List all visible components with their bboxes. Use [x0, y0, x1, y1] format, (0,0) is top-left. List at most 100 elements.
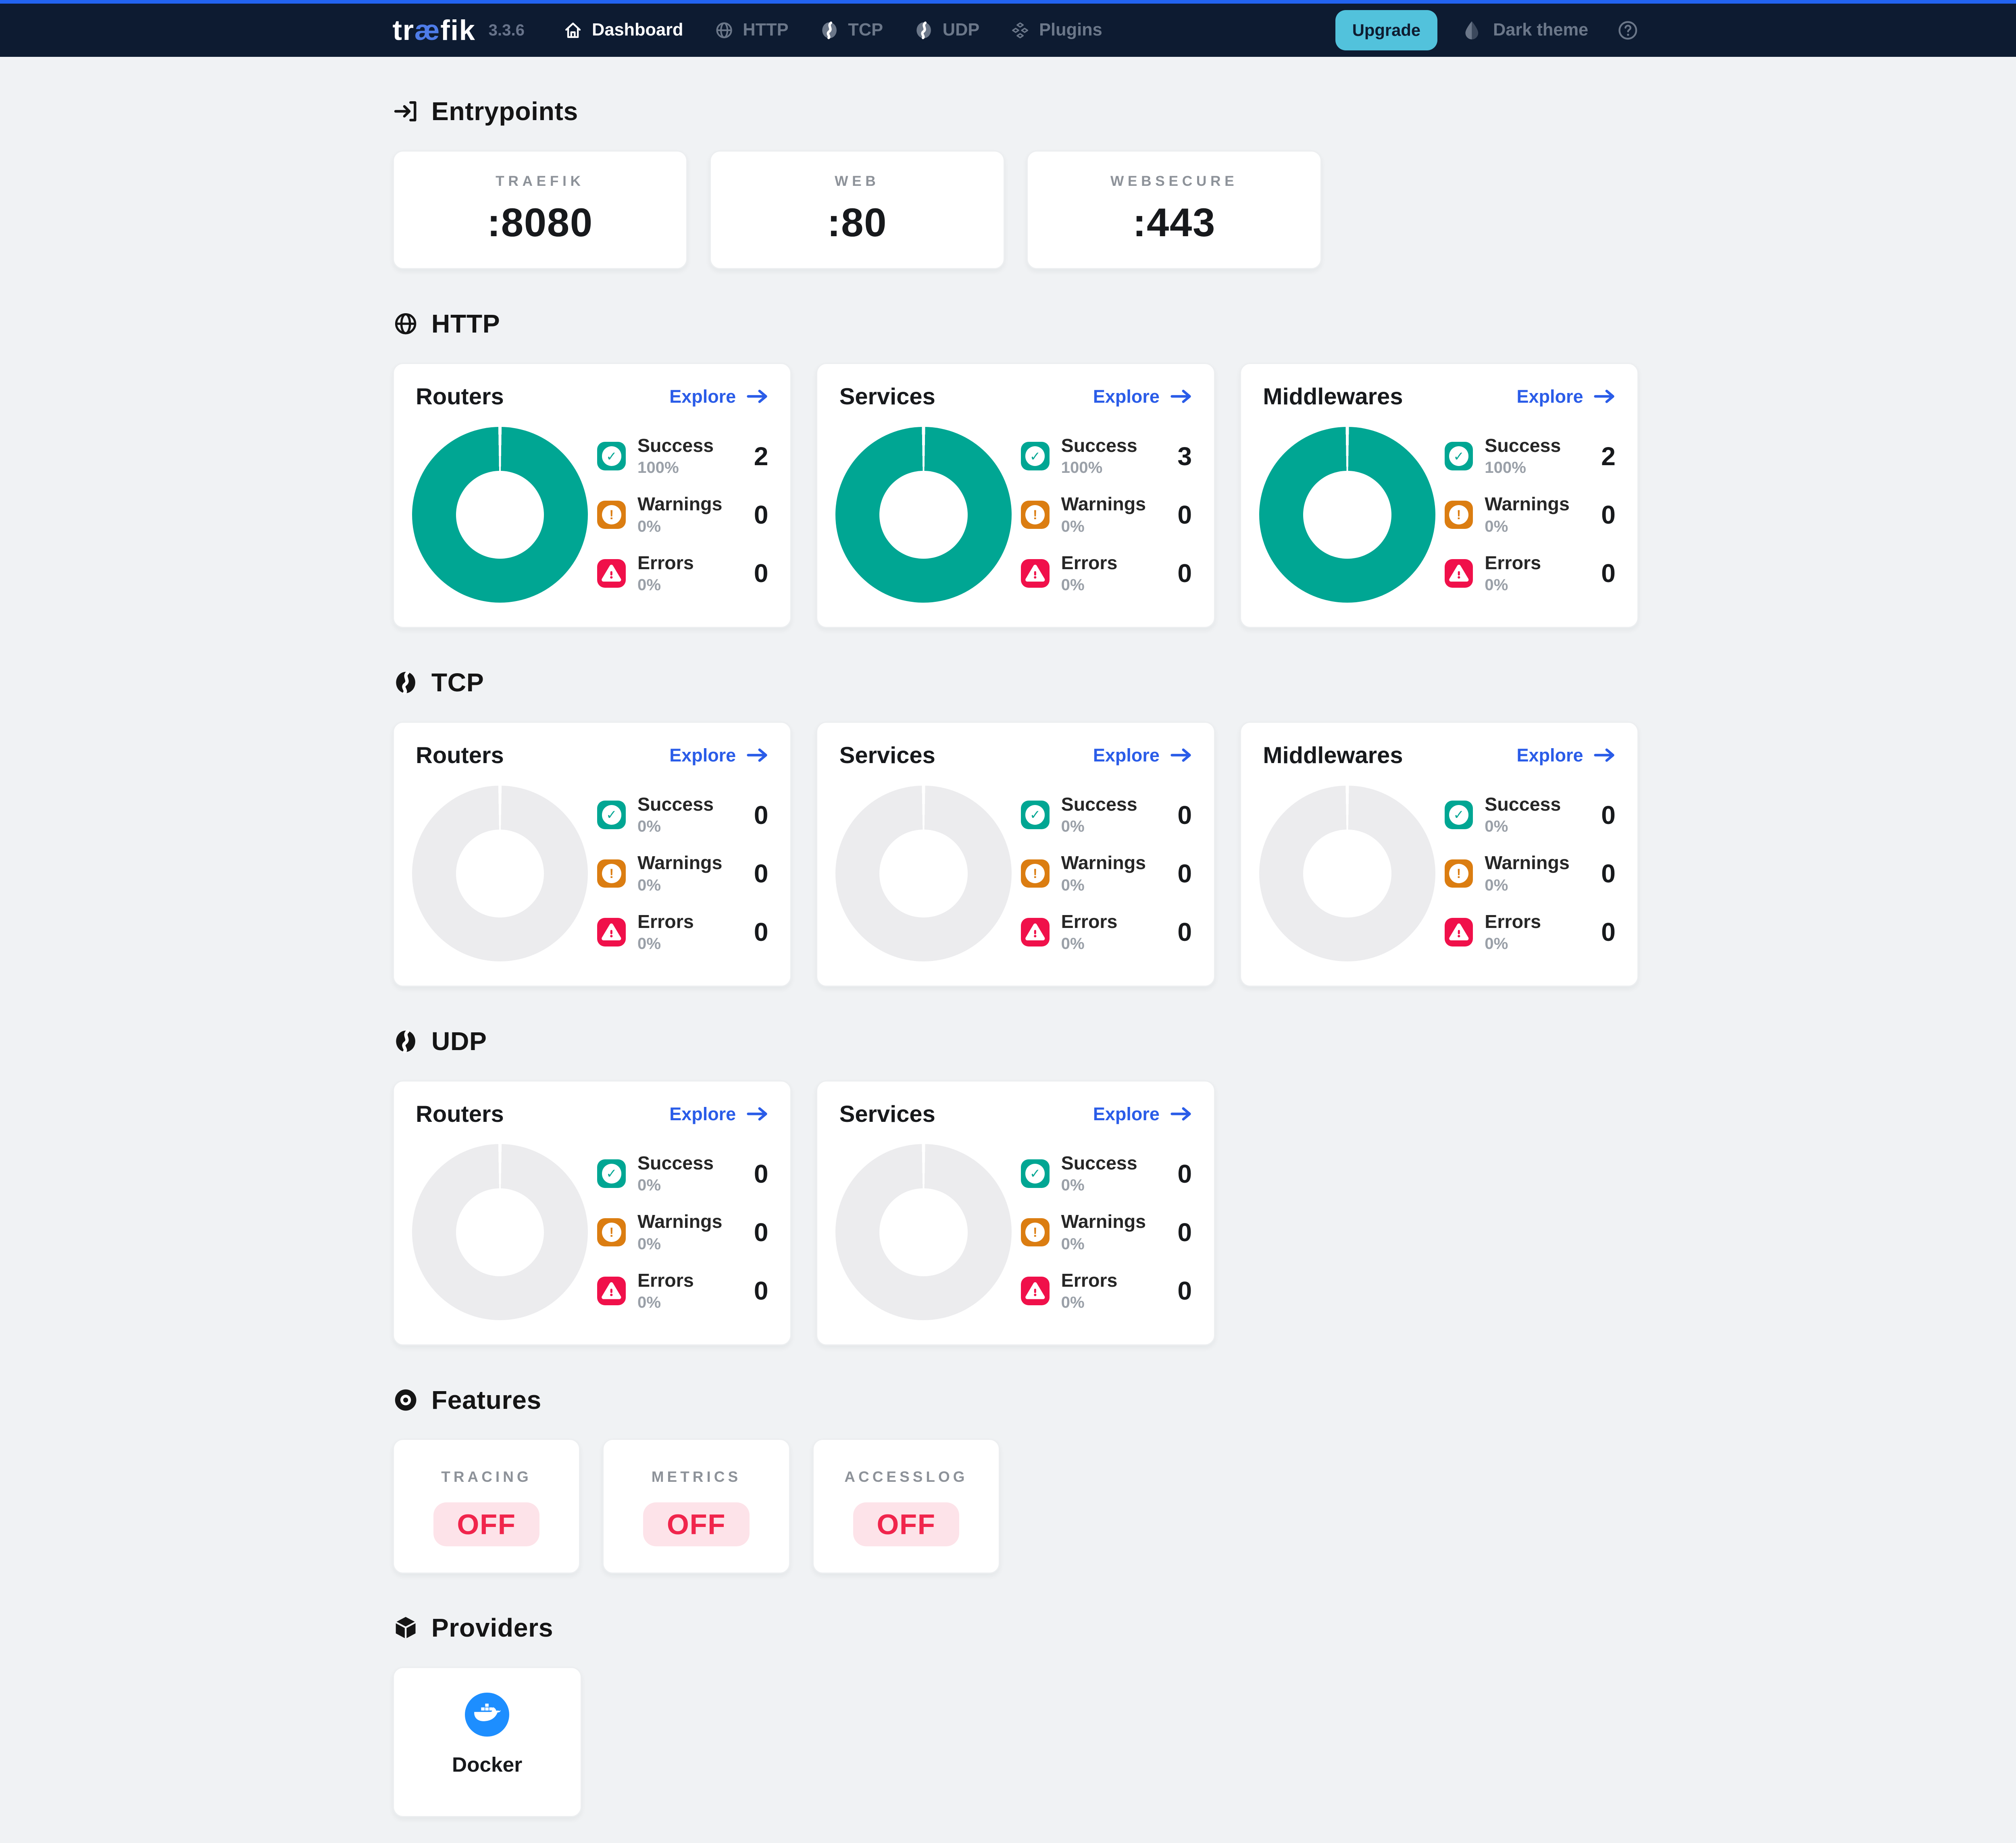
- legend-pct: 0%: [1061, 1234, 1085, 1253]
- legend-row-success: ✓ Success 0% 0: [1021, 1152, 1192, 1195]
- explore-label: Explore: [1516, 386, 1583, 407]
- features-section-header: Features: [393, 1385, 1639, 1416]
- feature-label: METRICS: [651, 1469, 741, 1485]
- legend-value: 0: [1177, 859, 1192, 888]
- error-badge-icon: [597, 1277, 626, 1305]
- legend-pct: 0%: [1485, 576, 1508, 594]
- entrypoint-card-web: WEB :80: [709, 150, 1005, 270]
- nav-plugins[interactable]: Plugins: [1010, 20, 1102, 40]
- legend-value: 0: [1177, 1276, 1192, 1306]
- explore-link[interactable]: Explore: [1093, 745, 1192, 766]
- udp-services-card: Services Explore ✓ Success 0% 0 ! Warning…: [816, 1080, 1215, 1346]
- legend-label: Errors: [1061, 911, 1118, 932]
- legend-value: 0: [754, 1217, 768, 1247]
- nav-tcp[interactable]: TCP: [820, 20, 883, 40]
- legend-label: Success: [637, 435, 714, 456]
- explore-link[interactable]: Explore: [1517, 745, 1616, 766]
- feature-status-badge: OFF: [643, 1502, 750, 1547]
- entrypoint-name: WEBSECURE: [1110, 173, 1238, 189]
- entrypoint-card-websecure: WEBSECURE :443: [1027, 150, 1322, 270]
- legend-value: 0: [1601, 800, 1616, 830]
- legend-row-warnings: ! Warnings 0% 0: [597, 853, 768, 894]
- nav-udp[interactable]: UDP: [914, 20, 979, 40]
- tcp-icon: [393, 670, 419, 695]
- explore-link[interactable]: Explore: [1093, 386, 1192, 407]
- card-title: Middlewares: [1263, 742, 1403, 768]
- middlewares-donut-chart: [1259, 426, 1435, 603]
- legend-value: 0: [754, 559, 768, 588]
- theme-drop-icon: [1465, 21, 1478, 40]
- http-middlewares-card: Middlewares Explore ✓ Success 100% 2 ! Wa…: [1239, 362, 1639, 628]
- entrypoint-port: :8080: [487, 200, 593, 245]
- nav-http[interactable]: HTTP: [714, 20, 789, 40]
- nav-label: Plugins: [1039, 20, 1102, 40]
- success-badge-icon: ✓: [597, 801, 626, 829]
- legend-row-errors: Errors 0% 0: [597, 911, 768, 953]
- home-icon: [565, 22, 581, 38]
- legend-row-warnings: ! Warnings 0% 0: [597, 1211, 768, 1253]
- legend-value: 0: [754, 500, 768, 529]
- tcp-cards-grid: Routers Explore ✓ Success 0% 0 ! Warnings…: [392, 721, 1639, 987]
- card-title: Services: [839, 383, 935, 410]
- error-badge-icon: [1444, 559, 1473, 588]
- middlewares-donut-chart: [1259, 785, 1435, 962]
- upgrade-button[interactable]: Upgrade: [1335, 10, 1437, 50]
- legend: ✓ Success 100% 3 ! Warnings 0% 0 Errors 0%: [1021, 435, 1192, 595]
- legend-label: Success: [1061, 793, 1137, 815]
- globe-icon: [714, 21, 734, 40]
- legend-pct: 0%: [1061, 934, 1085, 953]
- legend: ✓ Success 0% 0 ! Warnings 0% 0 Errors 0%: [597, 794, 768, 953]
- success-badge-icon: ✓: [597, 1159, 626, 1188]
- legend-label: Warnings: [637, 1211, 723, 1232]
- legend-label: Success: [637, 793, 714, 815]
- help-button[interactable]: [1617, 19, 1639, 42]
- card-title: Services: [839, 1101, 935, 1127]
- warning-badge-icon: !: [597, 859, 626, 888]
- explore-label: Explore: [1093, 1103, 1160, 1124]
- logo-text-2: fik: [440, 14, 476, 46]
- http-title: HTTP: [431, 309, 500, 338]
- legend-row-success: ✓ Success 100% 2: [597, 435, 768, 477]
- explore-link[interactable]: Explore: [669, 386, 768, 407]
- udp-section-header: UDP: [393, 1026, 1639, 1057]
- nav-label: HTTP: [743, 20, 789, 40]
- success-badge-icon: ✓: [1021, 801, 1050, 829]
- explore-link[interactable]: Explore: [1093, 1104, 1192, 1125]
- nav-label: UDP: [942, 20, 980, 40]
- entrypoint-port: :443: [1133, 200, 1216, 245]
- explore-link[interactable]: Explore: [669, 745, 768, 766]
- legend-pct: 0%: [1061, 1293, 1085, 1312]
- entrypoints-grid: TRAEFIK :8080 WEB :80 WEBSECURE :443: [392, 150, 1639, 270]
- warning-badge-icon: !: [1021, 1218, 1050, 1247]
- arrow-right-icon: [1593, 747, 1616, 763]
- features-grid: TRACING OFF METRICS OFF ACCESSLOG OFF: [392, 1439, 1639, 1574]
- legend-row-success: ✓ Success 100% 3: [1021, 435, 1192, 477]
- warning-badge-icon: !: [1444, 859, 1473, 888]
- legend-pct: 0%: [637, 576, 661, 594]
- theme-toggle[interactable]: Dark theme: [1461, 19, 1588, 42]
- legend-row-warnings: ! Warnings 0% 0: [1021, 1211, 1192, 1253]
- legend-label: Warnings: [1485, 493, 1570, 515]
- http-routers-card: Routers Explore ✓ Success 100% 2 ! Warnin…: [392, 362, 792, 628]
- tcp-middlewares-card: Middlewares Explore ✓ Success 0% 0 ! Warn…: [1239, 721, 1639, 987]
- traefik-logo[interactable]: træfik: [393, 14, 476, 46]
- success-badge-icon: ✓: [1444, 442, 1473, 470]
- legend-label: Success: [1061, 435, 1137, 456]
- legend-label: Errors: [637, 552, 694, 573]
- arrow-right-icon: [746, 747, 768, 763]
- feature-label: ACCESSLOG: [844, 1469, 968, 1485]
- legend-pct: 0%: [1061, 517, 1085, 535]
- legend-row-warnings: ! Warnings 0% 0: [1021, 494, 1192, 536]
- explore-link[interactable]: Explore: [669, 1104, 768, 1125]
- legend-pct: 0%: [1485, 817, 1508, 836]
- explore-link[interactable]: Explore: [1517, 386, 1616, 407]
- legend-label: Errors: [1485, 911, 1541, 932]
- legend-label: Success: [1485, 435, 1561, 456]
- warning-badge-icon: !: [1021, 859, 1050, 888]
- udp-cards-grid: Routers Explore ✓ Success 0% 0 ! Warnings…: [392, 1080, 1639, 1346]
- legend-row-success: ✓ Success 0% 0: [1444, 794, 1616, 836]
- legend-row-errors: Errors 0% 0: [1444, 911, 1616, 953]
- card-title: Middlewares: [1263, 383, 1403, 410]
- legend-pct: 0%: [1485, 517, 1508, 535]
- nav-dashboard[interactable]: Dashboard: [563, 20, 683, 40]
